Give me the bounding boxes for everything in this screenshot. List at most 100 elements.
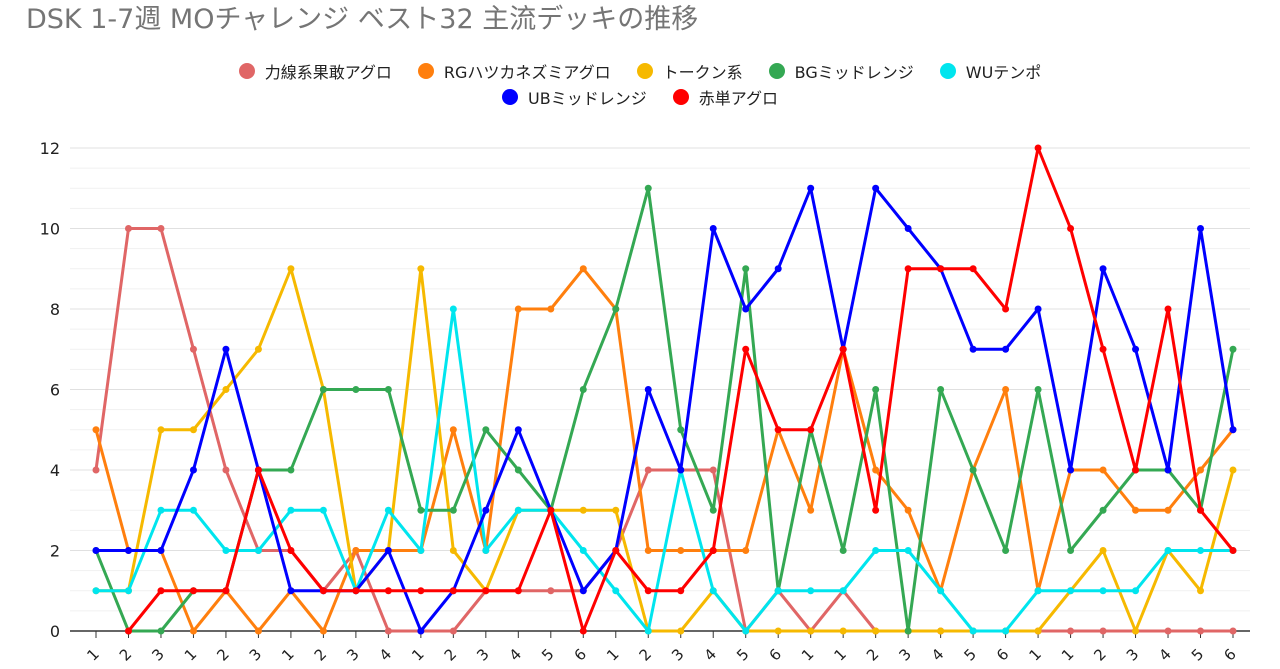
data-point — [969, 627, 977, 635]
data-point — [579, 627, 587, 635]
legend-swatch — [502, 89, 519, 105]
data-point — [1132, 627, 1140, 635]
data-point — [807, 426, 815, 434]
data-point — [1197, 506, 1205, 514]
data-point — [1067, 627, 1075, 635]
x-tick-label: 1 — [831, 645, 850, 664]
x-tick-label: 1 — [408, 645, 427, 664]
legend-swatch — [238, 63, 255, 79]
data-point — [417, 265, 425, 273]
data-point — [839, 547, 847, 554]
data-point — [222, 587, 230, 595]
data-point — [449, 305, 457, 313]
legend-item[interactable]: RGハツカネズミアグロ — [417, 59, 611, 83]
x-tick-label: 3 — [246, 645, 265, 664]
data-point — [1132, 506, 1140, 514]
data-point — [1229, 547, 1237, 554]
data-point — [319, 587, 327, 595]
data-point — [287, 506, 295, 514]
data-point — [644, 386, 652, 393]
data-point — [1197, 627, 1205, 635]
data-point — [1067, 466, 1075, 474]
data-point — [709, 587, 717, 595]
legend-swatch — [636, 63, 653, 79]
data-point — [937, 386, 945, 393]
series-line — [94, 307, 1235, 633]
data-point — [1099, 265, 1107, 273]
data-point — [774, 426, 782, 434]
x-tick-label: 2 — [441, 645, 460, 664]
data-point — [1099, 345, 1107, 353]
data-point — [157, 225, 165, 232]
data-point — [937, 587, 945, 595]
data-point — [189, 587, 197, 595]
data-point — [774, 587, 782, 595]
data-point — [839, 627, 847, 635]
x-tick-label: 5 — [960, 645, 979, 664]
data-point — [644, 466, 652, 474]
y-tick-label: 8 — [50, 300, 60, 319]
data-point — [872, 547, 880, 554]
x-tick-label: 4 — [701, 645, 720, 664]
data-point — [92, 466, 100, 474]
x-tick-label: 1 — [181, 645, 200, 664]
x-tick-label: 3 — [343, 645, 362, 664]
data-point — [222, 547, 230, 554]
data-point — [1197, 225, 1205, 232]
legend-swatch — [768, 63, 785, 79]
data-point — [352, 386, 360, 393]
data-point — [1164, 466, 1172, 474]
legend-label: WUテンポ — [965, 63, 1042, 82]
data-point — [872, 466, 880, 474]
data-point — [742, 627, 750, 635]
data-point — [482, 587, 490, 595]
data-point — [807, 184, 815, 192]
x-tick-label: 3 — [668, 645, 687, 664]
data-point — [872, 627, 880, 635]
legend-item[interactable]: 力線系果敢アグロ — [238, 59, 392, 83]
x-tick-label: 6 — [1220, 645, 1239, 664]
data-point — [1034, 627, 1042, 635]
data-point — [514, 305, 522, 313]
data-point — [969, 466, 977, 474]
legend: 力線系果敢アグロ RGハツカネズミアグロ トークン系 BGミッドレンジ WUテンポ UB… — [0, 58, 1280, 110]
x-tick-label: 4 — [376, 645, 395, 664]
data-point — [514, 466, 522, 474]
legend-item[interactable]: UBミッドレンジ — [502, 85, 647, 109]
data-point — [254, 627, 262, 635]
x-tick-label: 3 — [148, 645, 167, 664]
data-point — [807, 587, 815, 595]
data-point — [482, 426, 490, 434]
legend-item[interactable]: WUテンポ — [939, 59, 1042, 83]
data-point — [157, 587, 165, 595]
data-point — [1164, 506, 1172, 514]
data-point — [1197, 547, 1205, 554]
data-point — [807, 627, 815, 635]
data-point — [904, 225, 912, 232]
x-tick-label: 2 — [213, 645, 232, 664]
legend-item[interactable]: 赤単アグロ — [672, 85, 778, 109]
legend-swatch — [417, 63, 434, 79]
legend-label: 赤単アグロ — [698, 89, 778, 108]
data-point — [92, 426, 100, 434]
data-point — [937, 627, 945, 635]
legend-item[interactable]: BGミッドレンジ — [768, 59, 914, 83]
data-point — [384, 547, 392, 554]
data-point — [1229, 466, 1237, 474]
legend-label: RGハツカネズミアグロ — [443, 63, 611, 82]
x-tick-label: 6 — [993, 645, 1012, 664]
data-point — [352, 587, 360, 595]
x-tick-label: 2 — [1090, 645, 1109, 664]
data-point — [1067, 225, 1075, 232]
data-point — [1099, 547, 1107, 554]
legend-item[interactable]: トークン系 — [636, 59, 743, 83]
data-point — [709, 547, 717, 554]
data-point — [1002, 547, 1010, 554]
data-point — [189, 506, 197, 514]
x-tick-label: 3 — [895, 645, 914, 664]
y-tick-label: 0 — [50, 622, 60, 641]
x-tick-label: 6 — [571, 645, 590, 664]
data-point — [189, 627, 197, 635]
data-point — [1197, 466, 1205, 474]
data-point — [449, 506, 457, 514]
